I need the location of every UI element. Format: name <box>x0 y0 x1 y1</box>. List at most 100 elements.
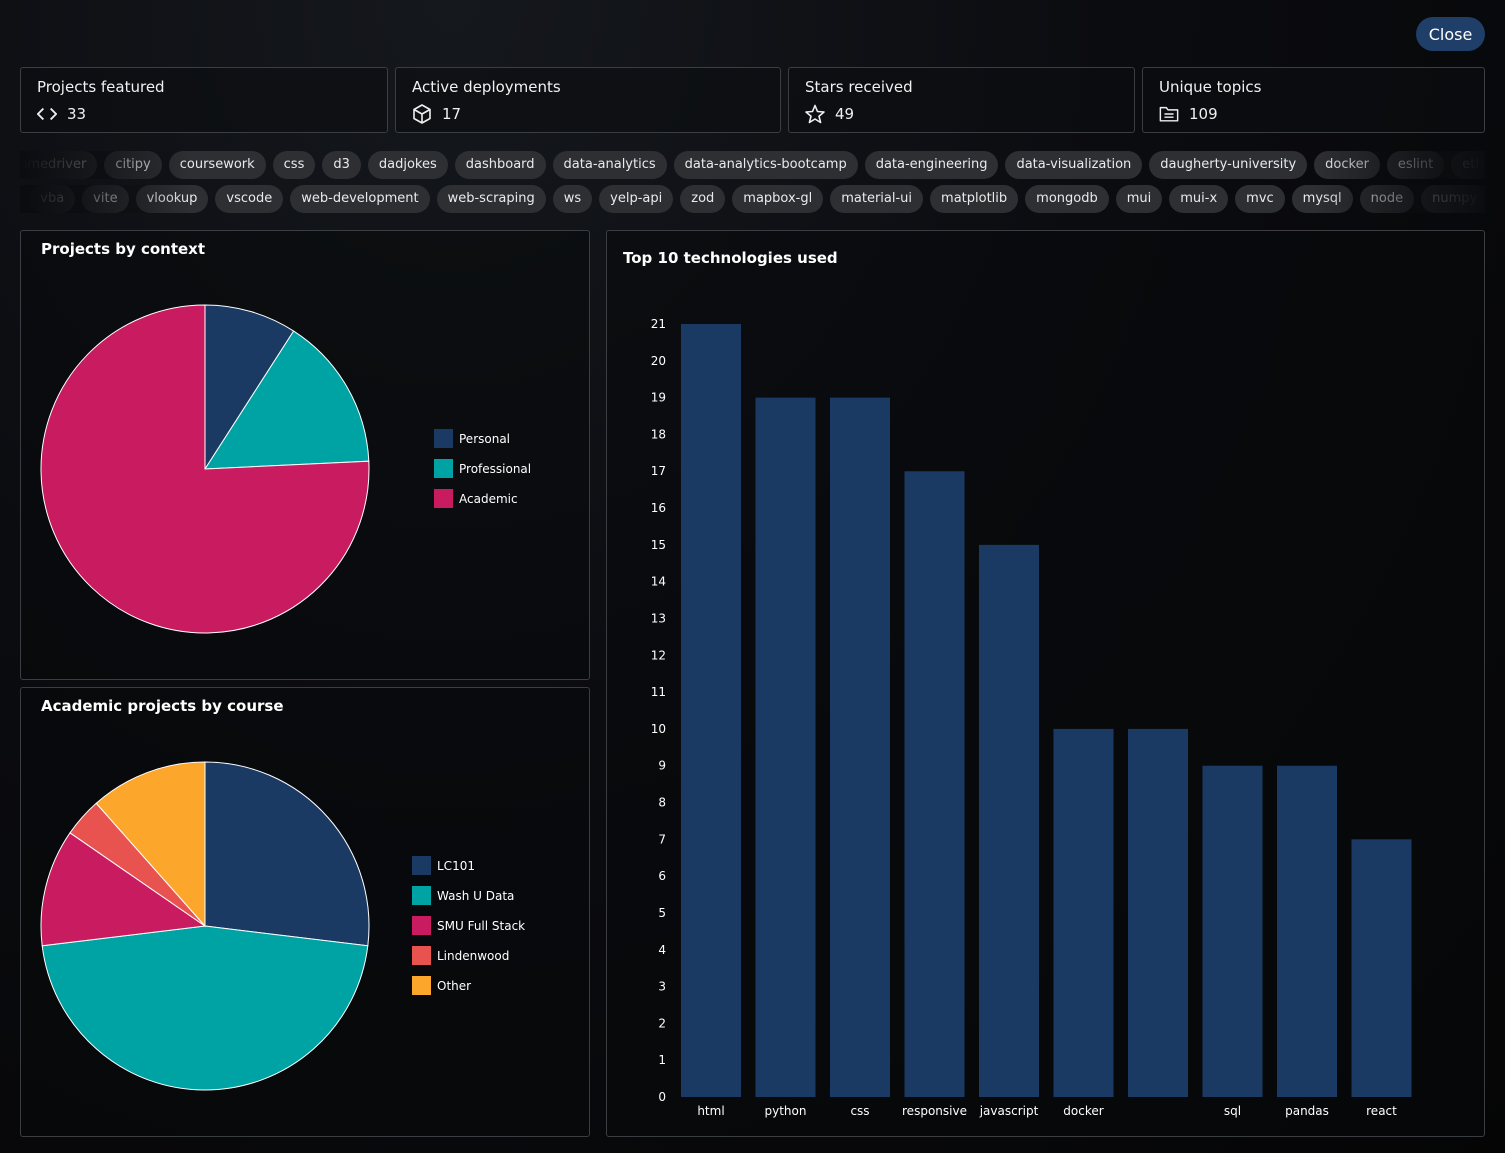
y-tick-label: 7 <box>658 832 666 846</box>
stat-card-stars: Stars received 49 <box>788 67 1135 133</box>
close-button[interactable]: Close <box>1416 17 1485 51</box>
topic-tag[interactable]: dadjokes <box>367 151 448 179</box>
bar-docker[interactable] <box>1053 728 1114 1097</box>
bar-responsive[interactable] <box>904 471 965 1097</box>
topic-tag[interactable]: mvc <box>1235 185 1285 213</box>
topic-tags-row-2: uvbavitevlookupvscodeweb-developmentweb-… <box>20 185 1485 213</box>
legend-swatch <box>412 946 431 965</box>
top-technologies-panel: Top 10 technologies used 0 1 2 3 4 5 6 7 8 9 10 11 1… <box>606 230 1485 1137</box>
topic-tag[interactable]: eslint <box>1386 151 1445 179</box>
cube-icon <box>412 104 432 124</box>
legend-label: LC101 <box>437 859 475 873</box>
topic-tag[interactable]: zod <box>680 185 726 213</box>
pie-slice-lc101[interactable] <box>204 761 370 947</box>
topic-tag[interactable]: yelp-api <box>599 185 674 213</box>
pie-slice-other[interactable] <box>95 761 206 928</box>
bar-javascript[interactable] <box>979 544 1039 1097</box>
topic-tag[interactable]: chromedriver <box>20 151 98 179</box>
stat-label: Unique topics <box>1159 78 1262 96</box>
bar-unlabeled[interactable] <box>1128 728 1188 1097</box>
folder-icon <box>1159 104 1179 124</box>
stat-card-projects: Projects featured 33 <box>20 67 388 133</box>
legend-swatch <box>434 459 453 478</box>
topic-tag[interactable]: docker <box>1314 151 1380 179</box>
topic-tag[interactable]: ws <box>552 185 593 213</box>
topic-tag[interactable]: data-analytics-bootcamp <box>673 151 858 179</box>
legend-swatch <box>412 976 431 995</box>
stat-card-deployments: Active deployments 17 <box>395 67 781 133</box>
x-tick-label: react <box>1366 1104 1397 1118</box>
legend-label: Professional <box>459 462 531 476</box>
bar-react[interactable] <box>1351 839 1412 1097</box>
y-tick-label: 9 <box>658 759 666 773</box>
bar-css[interactable] <box>830 397 890 1098</box>
bar-html[interactable] <box>681 324 741 1097</box>
x-tick-label: pandas <box>1285 1104 1329 1118</box>
topic-tag[interactable]: data-engineering <box>864 151 999 179</box>
topic-tag[interactable]: node <box>1359 185 1415 213</box>
legend-swatch <box>412 916 431 935</box>
topic-tag[interactable]: web-scraping <box>436 185 546 213</box>
topic-tag[interactable]: mui <box>1115 185 1163 213</box>
y-tick-label: 3 <box>658 980 666 994</box>
pie-slice-wash-u-data[interactable] <box>41 925 369 1091</box>
topic-tag[interactable]: mongodb <box>1025 185 1109 213</box>
academic-projects-by-course-chart: LC101 Wash U Data SMU Full Stack Lindenwood… <box>40 761 525 1091</box>
topic-tag[interactable]: dashboard <box>454 151 546 179</box>
stat-label: Projects featured <box>37 78 165 96</box>
topic-tag[interactable]: web-development <box>290 185 430 213</box>
y-tick-label: 11 <box>651 685 666 699</box>
legend-label: Academic <box>459 492 518 506</box>
pie-slice-smu-full-stack[interactable] <box>40 832 207 947</box>
topic-tag[interactable]: vba <box>29 185 76 213</box>
x-tick-label: docker <box>1063 1104 1103 1118</box>
topic-tag[interactable]: citipy <box>104 151 162 179</box>
legend-label: Other <box>437 979 471 993</box>
legend-label: Lindenwood <box>437 949 509 963</box>
topic-tag[interactable]: u <box>20 185 23 213</box>
legend-label: Personal <box>459 432 510 446</box>
legend-swatch <box>434 429 453 448</box>
bar-pandas[interactable] <box>1277 765 1337 1097</box>
topic-tag[interactable]: numpy <box>1421 185 1485 213</box>
y-tick-label: 6 <box>658 869 666 883</box>
topic-tags-row-1: chromedrivercitipycourseworkcssd3dadjoke… <box>20 151 1485 179</box>
y-tick-label: 1 <box>658 1053 666 1067</box>
y-tick-label: 12 <box>651 648 666 662</box>
topic-tag[interactable]: data-visualization <box>1005 151 1143 179</box>
y-tick-label: 5 <box>658 906 666 920</box>
academic-projects-by-course-panel: Academic projects by course LC101 Wash U … <box>20 687 590 1137</box>
topic-tag[interactable]: vlookup <box>135 185 209 213</box>
x-tick-label: responsive <box>902 1104 967 1118</box>
y-tick-label: 8 <box>658 796 666 810</box>
panel-title: Academic projects by course <box>41 697 284 715</box>
pie-slice-personal[interactable] <box>204 304 295 471</box>
x-tick-label: python <box>765 1104 807 1118</box>
bar-python[interactable] <box>755 397 816 1098</box>
stat-label: Stars received <box>805 78 913 96</box>
topic-tag[interactable]: mysql <box>1291 185 1353 213</box>
topic-tag[interactable]: d3 <box>322 151 361 179</box>
code-icon <box>37 104 57 124</box>
topic-tag[interactable]: data-analytics <box>552 151 667 179</box>
topic-tag[interactable]: daugherty-university <box>1149 151 1308 179</box>
y-tick-label: 15 <box>651 538 666 552</box>
topic-tag[interactable]: matplotlib <box>930 185 1019 213</box>
y-tick-label: 10 <box>651 722 666 736</box>
topic-tag[interactable]: css <box>272 151 316 179</box>
x-tick-label: sql <box>1224 1104 1241 1118</box>
topic-tag[interactable]: mapbox-gl <box>732 185 824 213</box>
topic-tag[interactable]: mui-x <box>1169 185 1229 213</box>
topic-tag[interactable]: material-ui <box>830 185 924 213</box>
topic-tag[interactable]: eth <box>1451 151 1485 179</box>
bar-sql[interactable] <box>1202 765 1263 1097</box>
pie-slice-academic[interactable] <box>40 304 370 634</box>
x-tick-label: html <box>697 1104 724 1118</box>
y-tick-label: 21 <box>651 317 666 331</box>
topic-tag[interactable]: coursework <box>168 151 266 179</box>
pie-slice-professional[interactable] <box>204 330 370 470</box>
topic-tag[interactable]: vscode <box>215 185 284 213</box>
y-tick-label: 14 <box>651 575 666 589</box>
topic-tag[interactable]: vite <box>82 185 129 213</box>
